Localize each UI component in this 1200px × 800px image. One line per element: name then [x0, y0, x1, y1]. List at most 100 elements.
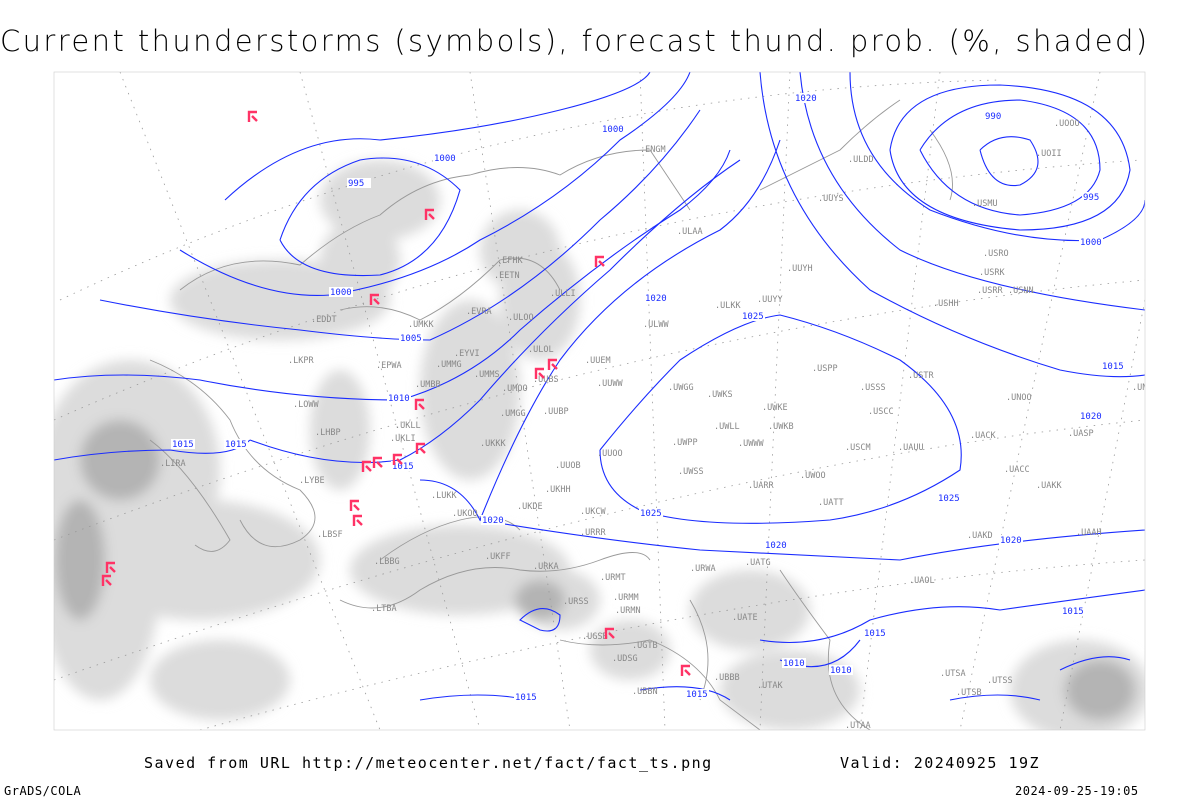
- station-label: .URMM: [613, 593, 639, 603]
- isobar-label: 1020: [1000, 536, 1022, 546]
- generated-time: 2024-09-25-19:05: [1015, 784, 1139, 798]
- thunderstorm-symbol: [372, 456, 383, 468]
- station-label: .LYBE: [299, 476, 325, 486]
- coastline: [559, 639, 761, 730]
- station-label: .UKHH: [545, 485, 571, 495]
- chart-title: Current thunderstorms (symbols), forecas…: [0, 24, 1150, 58]
- station-label: .UUBS: [533, 375, 559, 385]
- station-labels: .ULAA .ULLI .ULOO .ULOL .UUEM .UUWW .UUBS .UMOO…: [160, 119, 1158, 730]
- thunderstorm-symbol: [424, 208, 435, 220]
- station-label: .UTAK: [757, 681, 783, 691]
- station-label: .UMBB: [415, 380, 441, 390]
- thunderstorm-symbol: [414, 398, 425, 410]
- station-label: .UAOL: [909, 576, 935, 586]
- isobar-line: [759, 589, 1145, 644]
- station-label: .UTSS: [987, 676, 1013, 686]
- station-label: .UUBP: [543, 407, 569, 417]
- thunderstorm-symbol: [349, 499, 360, 511]
- station-label: .UWSS: [678, 467, 704, 477]
- station-label: .UAAH: [1076, 528, 1102, 538]
- isobar-label: 1005: [400, 334, 422, 344]
- coastline: [149, 439, 231, 552]
- isobar-label: 1010: [783, 659, 805, 669]
- isobar-label: 990: [985, 112, 1001, 122]
- station-label: .UMMS: [474, 370, 500, 380]
- station-label: .UKDE: [517, 502, 543, 512]
- coastline: [339, 257, 561, 321]
- isobar-line: [519, 608, 561, 632]
- station-label: .LIRA: [160, 459, 186, 469]
- isobar-line: [799, 72, 1145, 311]
- station-label: .UKFF: [485, 552, 511, 562]
- station-label: .UGSB: [582, 632, 608, 642]
- station-label: .UUOB: [555, 461, 581, 471]
- station-label: .USRK: [979, 268, 1005, 278]
- station-label: .UGTB: [632, 641, 658, 651]
- isobar-label: 1010: [388, 394, 410, 404]
- station-label: .EDDT: [311, 315, 337, 325]
- thunderstorm-symbols: [101, 110, 691, 676]
- isobar-label: 995: [1083, 193, 1099, 203]
- station-label: .ULKK: [715, 301, 741, 311]
- isobar-line: [179, 72, 691, 296]
- station-label: .UUYS: [818, 194, 844, 204]
- coastline: [379, 516, 521, 561]
- isobar-label: 1020: [645, 294, 667, 304]
- grid-line: [119, 72, 381, 730]
- station-label: .ULAA: [677, 227, 703, 237]
- station-label: .UAKK: [1036, 481, 1062, 491]
- station-label: .UTSA: [940, 669, 966, 679]
- station-label: .EPWA: [376, 361, 402, 371]
- station-label: .UATG: [745, 558, 771, 568]
- isobar-line: [54, 149, 731, 401]
- isobar-label: 1015: [686, 690, 708, 700]
- station-label: .URWA: [690, 564, 716, 574]
- station-label: .USHH: [933, 299, 959, 309]
- thunderstorm-probability-shading: [54, 160, 1145, 730]
- isobar-label: 1025: [742, 312, 764, 322]
- shading-area-high: [80, 420, 160, 500]
- shading-area: [150, 640, 290, 720]
- thunderstorm-symbol: [247, 110, 258, 122]
- station-label: .URMN: [615, 606, 641, 616]
- isobar-line: [54, 159, 741, 464]
- isobar-label: 1020: [1080, 412, 1102, 422]
- shading-area: [420, 300, 520, 480]
- isobar-label: 1025: [938, 494, 960, 504]
- thunderstorm-symbol: [680, 664, 691, 676]
- grid-line: [299, 72, 481, 730]
- station-label: .UARR: [748, 481, 774, 491]
- map-frame: [54, 72, 1145, 730]
- shading-area: [80, 500, 320, 620]
- grid-line: [639, 72, 666, 730]
- station-label: .UWKE: [762, 403, 788, 413]
- thunderstorm-symbol: [604, 627, 615, 639]
- station-label: .UNBB: [1132, 383, 1158, 393]
- thunderstorm-symbol: [101, 574, 112, 586]
- coastlines: [149, 99, 953, 730]
- isobar-line: [599, 314, 962, 524]
- isobar-line: [419, 139, 781, 522]
- station-label: .ULDD: [848, 155, 874, 165]
- station-label: .UUYY: [757, 295, 783, 305]
- station-label: .USTR: [908, 371, 934, 381]
- station-label: .EFHK: [497, 256, 523, 266]
- isobar-line: [759, 72, 1145, 378]
- station-label: .EETN: [494, 271, 520, 281]
- station-label: .UWLL: [714, 422, 740, 432]
- station-label: .UMOO: [502, 384, 528, 394]
- isobar-label: 1020: [765, 541, 787, 551]
- station-label: .ENGM: [640, 145, 666, 155]
- station-label: .UWOO: [800, 471, 826, 481]
- isobar-label: 1000: [602, 125, 624, 135]
- station-label: .USPP: [812, 364, 838, 374]
- station-label: .USCC: [868, 407, 894, 417]
- thunderstorm-symbol: [547, 358, 558, 370]
- isobar-label: 1015: [1062, 607, 1084, 617]
- shading-area: [480, 210, 560, 290]
- station-label: .UATT: [818, 498, 844, 508]
- station-label: .UUOO: [597, 449, 623, 459]
- station-label: .ULOL: [528, 345, 554, 355]
- thunderstorm-symbol: [392, 453, 403, 465]
